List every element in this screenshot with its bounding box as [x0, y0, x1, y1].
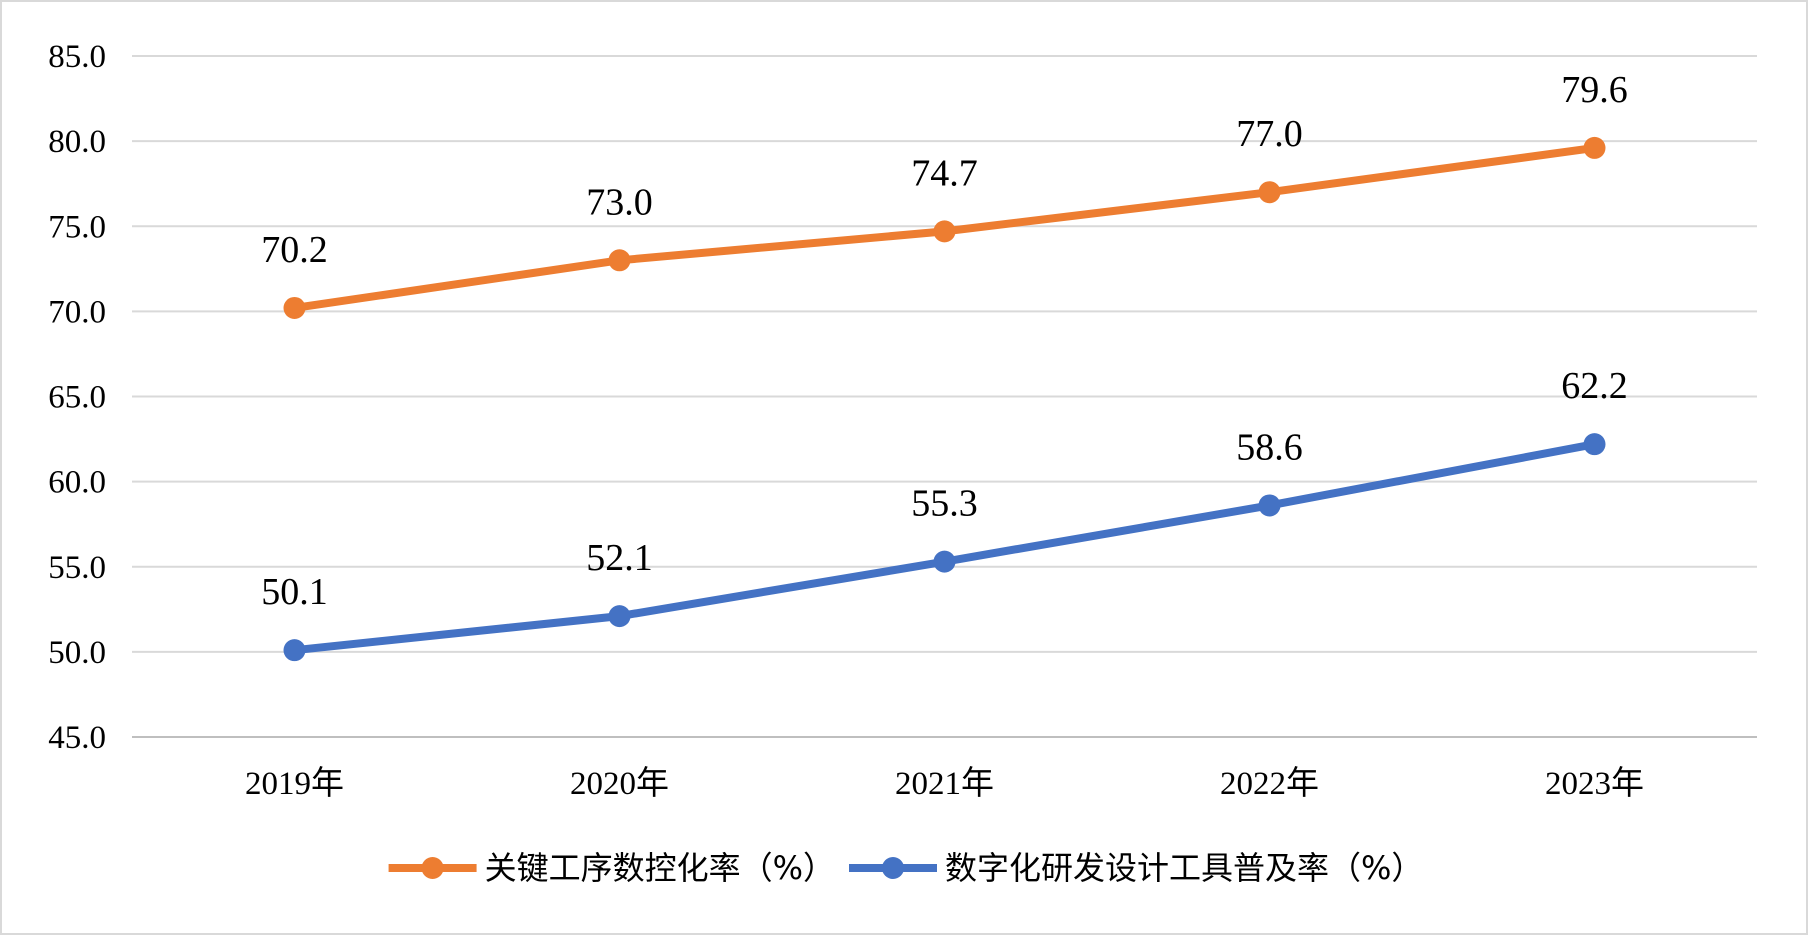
data-point: [608, 249, 631, 272]
data-label: 73.0: [586, 181, 653, 223]
legend-item: 数字化研发设计工具普及率（%）: [849, 849, 1423, 887]
y-tick-label: 50.0: [48, 635, 106, 671]
x-tick-label: 2020年: [570, 765, 669, 802]
data-point: [283, 639, 306, 662]
x-tick-label: 2021年: [895, 765, 994, 802]
y-tick-label: 80.0: [48, 124, 106, 160]
data-label: 79.6: [1561, 69, 1628, 111]
data-point: [933, 220, 956, 243]
series-1: 50.1 52.1 55.3 58.6 62.2: [261, 365, 1628, 662]
x-tick-label: 2022年: [1220, 765, 1319, 802]
data-point: [283, 296, 306, 319]
x-axis: 2019年 2020年 2021年 2022年 2023年: [245, 765, 1644, 802]
y-tick-label: 70.0: [48, 294, 106, 330]
y-tick-label: 55.0: [48, 550, 106, 586]
x-tick-label: 2019年: [245, 765, 344, 802]
data-point: [933, 550, 956, 573]
data-label: 74.7: [911, 152, 978, 194]
data-point: [1258, 494, 1281, 517]
y-tick-label: 85.0: [48, 39, 106, 75]
legend-point-marker: [421, 857, 444, 879]
data-label: 62.2: [1561, 365, 1628, 407]
data-label: 70.2: [261, 229, 328, 271]
legend-label: 数字化研发设计工具普及率（%）: [945, 849, 1423, 887]
gridlines: [132, 55, 1757, 738]
legend-item: 关键工序数控化率（%）: [388, 849, 835, 887]
series-group: 70.2 73.0 74.7 77.0 79.6 50.1 52.1 55.3 58.6 62.2: [261, 69, 1628, 662]
data-label: 52.1: [586, 537, 653, 579]
x-tick-label: 2023年: [1545, 765, 1644, 802]
series-line: [290, 440, 1599, 655]
data-label: 77.0: [1236, 113, 1303, 155]
y-tick-label: 45.0: [48, 720, 106, 756]
legend: 关键工序数控化率（%） 数字化研发设计工具普及率（%）: [388, 849, 1423, 887]
legend-label: 关键工序数控化率（%）: [485, 849, 835, 887]
data-label: 55.3: [911, 483, 978, 525]
y-tick-label: 65.0: [48, 380, 106, 416]
y-tick-label: 75.0: [48, 209, 106, 245]
data-point: [1583, 136, 1606, 159]
data-label: 50.1: [261, 571, 328, 613]
data-point: [1258, 181, 1281, 204]
series-0: 70.2 73.0 74.7 77.0 79.6: [261, 69, 1628, 319]
data-label: 58.6: [1236, 426, 1303, 468]
data-point: [1583, 433, 1606, 456]
legend-point-marker: [882, 857, 904, 879]
data-point: [608, 605, 631, 628]
y-tick-label: 60.0: [48, 465, 106, 501]
y-axis: 45.0 50.0 55.0 60.0 65.0 70.0 75.0 80.0 85.0: [48, 39, 106, 756]
